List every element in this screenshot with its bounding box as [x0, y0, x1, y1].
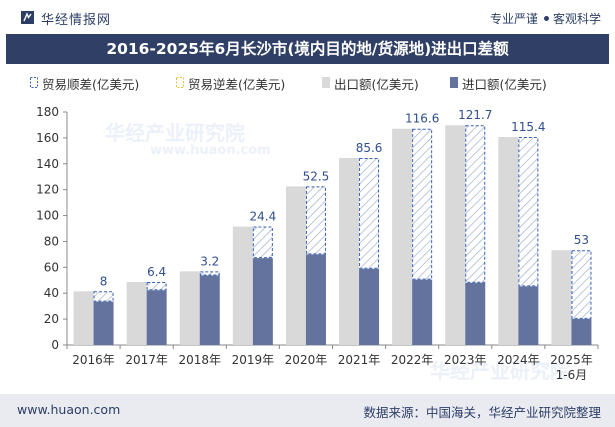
data-label-surplus: 3.2: [200, 254, 219, 268]
x-tick-label: 2017年: [125, 353, 168, 367]
chart-title: 2016-2025年6月长沙市(境内目的地/货源地)进出口差额: [106, 40, 509, 58]
data-label-surplus: 52.5: [303, 169, 330, 183]
y-tick-label: 160: [36, 131, 59, 145]
legend-swatch-surplus: [30, 77, 38, 88]
data-label-surplus: 8: [100, 274, 108, 288]
y-tick-label: 80: [44, 234, 59, 248]
y-tick-label: 0: [51, 338, 59, 352]
bar-surplus: [465, 125, 486, 283]
x-tick-label: 2025年 1-6月: [550, 353, 593, 382]
x-tick-label: 2019年: [232, 353, 275, 367]
site-logo-text: 华经情报网: [41, 13, 112, 28]
x-tick-label: 2018年: [178, 353, 221, 367]
bar-export: [498, 136, 519, 345]
legend-label-deficit: 贸易逆差(亿美元): [188, 77, 286, 92]
y-tick-label: 100: [36, 209, 59, 223]
bar-import: [412, 279, 433, 345]
bar-export: [339, 157, 360, 345]
y-tick-label: 40: [44, 286, 59, 300]
bar-surplus: [199, 271, 220, 276]
x-tick-label: 2020年: [285, 353, 328, 367]
bar-export: [445, 125, 466, 345]
bar-export: [392, 128, 413, 345]
data-label-surplus: 116.6: [405, 112, 439, 126]
y-tick-label: 140: [36, 157, 59, 171]
bar-export: [232, 226, 253, 345]
bar-import: [571, 318, 592, 345]
x-tick-label: 2021年: [338, 353, 381, 367]
bar-export: [179, 271, 200, 345]
slogan: 专业严谨 客观科学: [490, 10, 601, 27]
bar-surplus: [146, 281, 167, 291]
legend-swatch-deficit: [176, 77, 184, 88]
bar-surplus: [252, 226, 273, 259]
y-tick-label: 180: [36, 105, 59, 119]
bar-export: [285, 186, 306, 345]
logo-icon: [21, 11, 34, 24]
bullet-dot-icon: [543, 16, 549, 21]
footer: www.huaon.com 数据来源：中国海关，华经产业研究院整理: [0, 394, 615, 427]
data-label-surplus: 85.6: [356, 141, 383, 155]
bar-import: [359, 268, 380, 345]
bar-import: [199, 275, 220, 345]
x-tick-label: 2016年: [72, 353, 115, 367]
legend-label-surplus: 贸易顺差(亿美元): [42, 77, 140, 92]
bar-import: [465, 282, 486, 345]
bar-surplus: [93, 291, 114, 302]
legend-label-import: 进口额(亿美元): [462, 77, 547, 92]
y-tick-label: 20: [44, 312, 59, 326]
x-tick-label: 2023年: [444, 353, 487, 367]
bar-surplus: [305, 186, 326, 255]
bar-export: [551, 250, 572, 345]
legend-swatch-export: [322, 77, 330, 88]
x-tick-label: 2022年: [391, 353, 434, 367]
bar-import: [93, 301, 114, 345]
x-tick-label: 2024年: [497, 353, 540, 367]
bar-export: [73, 291, 94, 345]
y-tick-label: 120: [36, 183, 59, 197]
bar-surplus: [571, 250, 592, 319]
bar-import: [305, 254, 326, 345]
bar-surplus: [359, 157, 380, 269]
legend-label-export: 出口额(亿美元): [334, 77, 419, 92]
slogan-right: 客观科学: [552, 12, 601, 26]
data-label-surplus: 121.7: [458, 108, 492, 122]
chart-legend: 贸易顺差(亿美元) 贸易逆差(亿美元) 出口额(亿美元) 进口额(亿美元): [30, 72, 600, 92]
bar-export: [126, 281, 147, 345]
top-bar: 华经情报网 专业严谨 客观科学: [0, 0, 615, 34]
data-label-surplus: 53: [574, 233, 589, 247]
data-source: 数据来源：中国海关，华经产业研究院整理: [363, 405, 601, 420]
bar-import: [518, 286, 539, 345]
data-label-surplus: 6.4: [147, 265, 166, 279]
bar-surplus: [412, 128, 433, 280]
slogan-left: 专业严谨: [489, 12, 538, 26]
legend-swatch-import: [450, 77, 458, 88]
footer-url-link[interactable]: www.huaon.com: [17, 402, 121, 417]
data-label-surplus: 115.4: [511, 120, 545, 134]
bar-chart: 0 20 40 60 80 100 120 140 160 180 2016年 2017年 2018年 2…: [36, 105, 599, 382]
data-label-surplus: 24.4: [249, 210, 276, 224]
bar-import: [252, 258, 273, 345]
title-bar: 2016-2025年6月长沙市(境内目的地/货源地)进出口差额: [6, 34, 609, 64]
bar-import: [146, 290, 167, 345]
y-tick-label: 60: [44, 260, 59, 274]
bar-surplus: [518, 136, 539, 287]
